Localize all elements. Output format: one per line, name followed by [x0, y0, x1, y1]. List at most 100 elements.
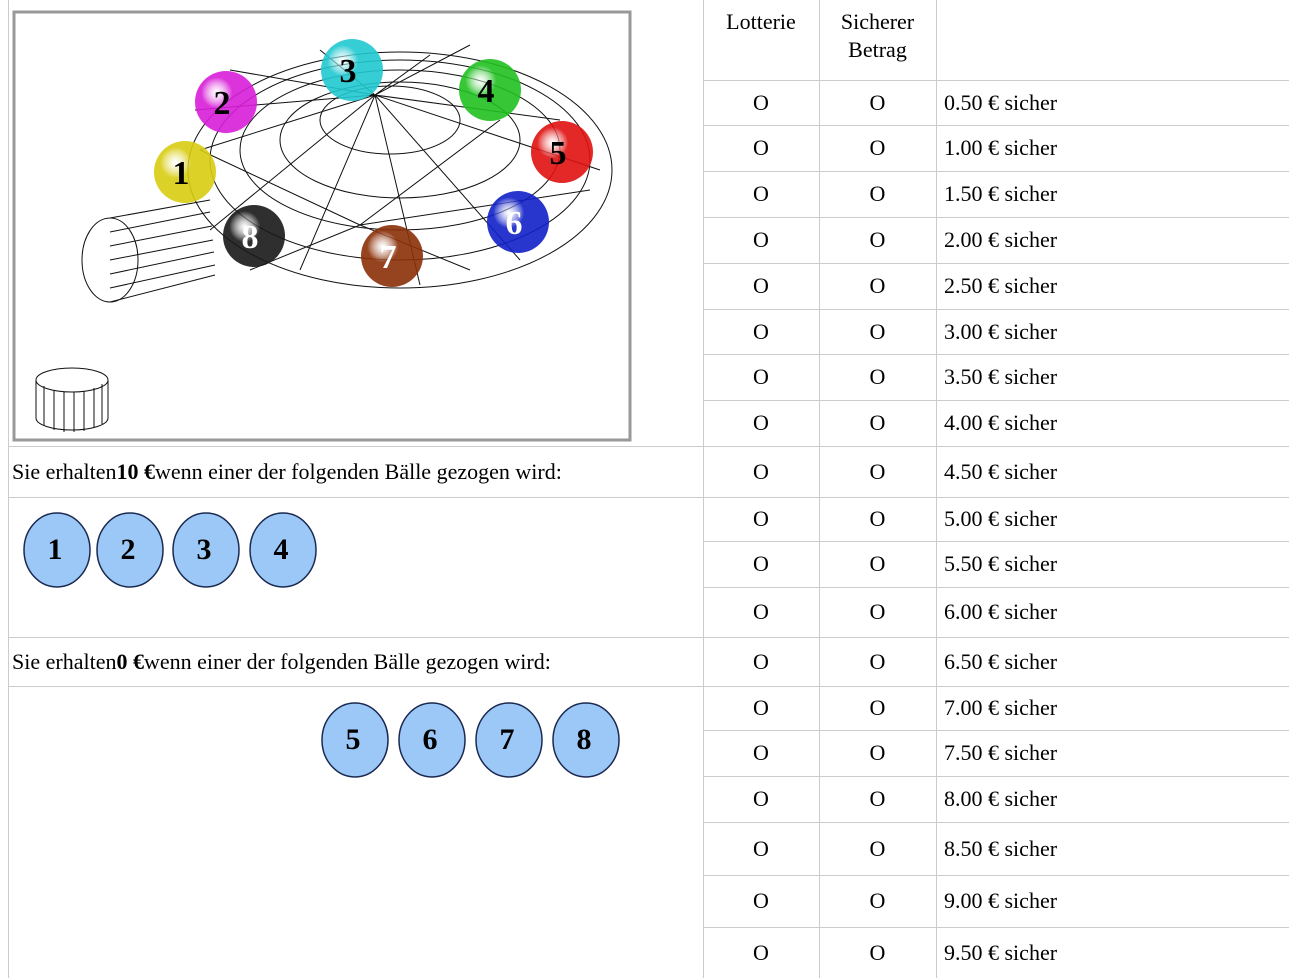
choice-option: O: [753, 888, 769, 913]
h-rule: [703, 730, 1289, 731]
drum-ball: [459, 59, 521, 121]
choice-option: O: [869, 410, 886, 435]
choice-option: O: [753, 939, 769, 965]
choice-option: O: [753, 364, 769, 389]
drum-ball: [154, 141, 216, 203]
h-rule: [703, 125, 1289, 126]
ball-number: 1: [48, 533, 63, 566]
h-rule: [8, 686, 703, 687]
choice-option: O: [869, 181, 886, 206]
choice-option: O: [753, 227, 769, 252]
drum-ball: [487, 191, 549, 253]
h-rule: [703, 354, 1289, 355]
h-rule: [703, 80, 1289, 81]
sure-amount: 7.50 € sicher: [944, 740, 1058, 765]
choice-option: O: [869, 939, 886, 965]
sentence-text: wenn einer der folgenden Bälle gezogen w…: [154, 458, 562, 484]
choice-option: O: [869, 740, 886, 765]
sure-amount: 2.50 € sicher: [944, 273, 1058, 298]
v-rule: [703, 0, 704, 978]
choice-option: O: [753, 551, 769, 576]
h-rule: [703, 497, 1289, 498]
ball-number: 5: [346, 723, 361, 756]
choice-option: O: [753, 695, 769, 720]
v-rule: [819, 0, 820, 978]
h-rule: [703, 217, 1289, 218]
choice-option: O: [753, 599, 769, 624]
v-rule: [8, 0, 9, 978]
h-rule: [703, 637, 1289, 638]
ball: [172, 512, 240, 588]
sure-amount: 9.00 € sicher: [944, 888, 1058, 913]
h-rule: [8, 637, 703, 638]
choice-option: O: [869, 695, 886, 720]
ball-number: 7: [500, 723, 515, 756]
h-rule: [703, 822, 1289, 823]
drum-ball-number: 7: [380, 239, 397, 276]
drum-ball-number: 6: [506, 205, 523, 242]
sure-amount: 8.00 € sicher: [944, 786, 1058, 811]
prize-amount: 10 €: [116, 458, 155, 484]
sure-amount: 8.50 € sicher: [944, 835, 1058, 861]
h-rule: [8, 497, 703, 498]
sure-amount: 6.00 € sicher: [944, 599, 1058, 624]
h-rule: [703, 263, 1289, 264]
drum-ball: [195, 71, 257, 133]
choice-option: O: [753, 318, 769, 344]
choice-option: O: [869, 458, 886, 484]
choice-option: O: [869, 888, 886, 913]
drum-ball-number: 4: [478, 73, 495, 110]
ball: [552, 702, 620, 778]
drum-ball: [321, 39, 383, 101]
sentence-text: wenn einer der folgenden Bälle gezogen w…: [143, 648, 551, 674]
sure-amount: 5.00 € sicher: [944, 506, 1058, 531]
sure-amount: 0.50 € sicher: [944, 89, 1058, 115]
choice-option: O: [869, 364, 886, 389]
choice-option: O: [869, 135, 886, 160]
ball: [249, 512, 317, 588]
choice-option: O: [869, 599, 886, 624]
drum-ball-number: 3: [340, 53, 357, 90]
choice-option: O: [753, 273, 769, 298]
ball-number: 4: [274, 533, 289, 566]
sure-amount: 6.50 € sicher: [944, 648, 1058, 674]
h-rule: [703, 400, 1289, 401]
prize-amount: 0 €: [116, 648, 144, 674]
choice-option: O: [753, 740, 769, 765]
choice-option: O: [869, 273, 886, 298]
choice-option: O: [869, 318, 886, 344]
sure-amount: 9.50 € sicher: [944, 939, 1058, 965]
ball: [475, 702, 543, 778]
drum-ball-number: 1: [173, 155, 190, 192]
h-rule: [703, 309, 1289, 310]
h-rule: [703, 541, 1289, 542]
sure-amount: 4.00 € sicher: [944, 410, 1058, 435]
h-rule: [703, 927, 1289, 928]
h-rule: [703, 446, 1289, 447]
choice-option: O: [753, 181, 769, 206]
h-rule: [703, 875, 1289, 876]
sentence-text: Sie erhalten: [12, 458, 117, 484]
h-rule: [703, 587, 1289, 588]
choice-option: O: [869, 835, 886, 861]
sure-amount: 5.50 € sicher: [944, 551, 1058, 576]
drum-ball: [531, 121, 593, 183]
ball-number: 2: [121, 533, 136, 566]
sentence-text: Sie erhalten: [12, 648, 117, 674]
prize-sentence: Sie erhalten 0 € wenn einer der folgende…: [12, 637, 551, 686]
column-header: Lotterie: [726, 9, 796, 34]
h-rule: [703, 686, 1289, 687]
choice-option: O: [753, 835, 769, 861]
sure-amount: 1.50 € sicher: [944, 181, 1058, 206]
column-header: Sicherer Betrag: [840, 9, 915, 62]
h-rule: [703, 171, 1289, 172]
ball: [23, 512, 91, 588]
choice-option: O: [869, 506, 886, 531]
sure-amount: 1.00 € sicher: [944, 135, 1058, 160]
choice-option: O: [753, 89, 769, 115]
sure-amount: 2.00 € sicher: [944, 227, 1058, 252]
choice-option: O: [753, 506, 769, 531]
ball-number: 8: [577, 723, 592, 756]
